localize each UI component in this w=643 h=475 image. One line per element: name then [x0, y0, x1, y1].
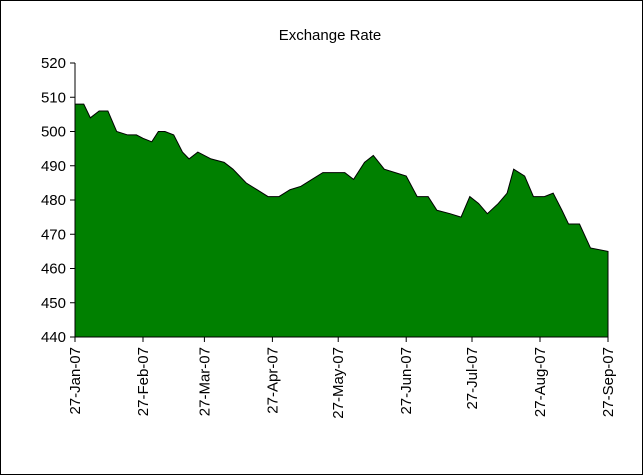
y-tick-label: 470 [41, 226, 66, 243]
x-tick-label: 27-Jan-07 [67, 347, 84, 415]
y-tick-label: 490 [41, 158, 66, 175]
area [74, 103, 609, 338]
x-tick-label: 27-May-07 [330, 347, 347, 419]
y-tick-label: 500 [41, 124, 66, 141]
y-tick-label: 480 [41, 192, 66, 209]
x-tick-label: 27-Feb-07 [135, 347, 152, 416]
y-tick-label: 510 [41, 89, 66, 106]
y-tick-label: 440 [41, 329, 66, 346]
y-tick-label: 450 [41, 295, 66, 312]
x-tick-label: 27-Aug-07 [532, 347, 549, 417]
x-tick-label: 27-Sep-07 [600, 347, 617, 417]
y-tick-label: 460 [41, 261, 66, 278]
x-tick-label: 27-Jun-07 [398, 347, 415, 415]
x-tick-label: 27-Mar-07 [196, 347, 213, 416]
x-tick-label: 27-Apr-07 [264, 347, 281, 414]
chart-title: Exchange Rate [279, 27, 382, 44]
y-tick-label: 520 [41, 55, 66, 72]
x-tick-label: 27-Jul-07 [464, 347, 481, 410]
